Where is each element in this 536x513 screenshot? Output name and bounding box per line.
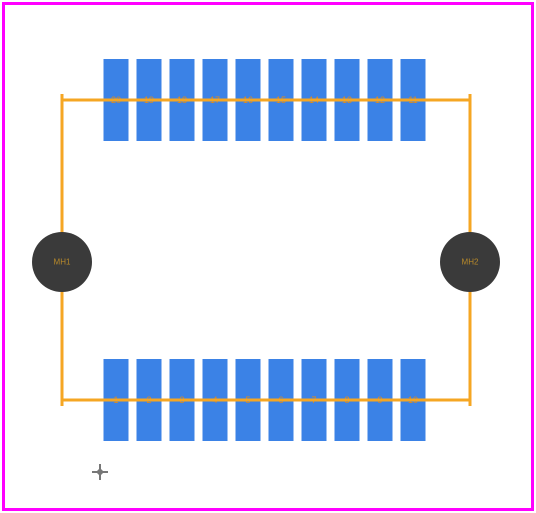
footprint-canvas: 1234567891020191817161514131211MH1MH2: [0, 0, 536, 513]
selection-border: [2, 2, 534, 511]
